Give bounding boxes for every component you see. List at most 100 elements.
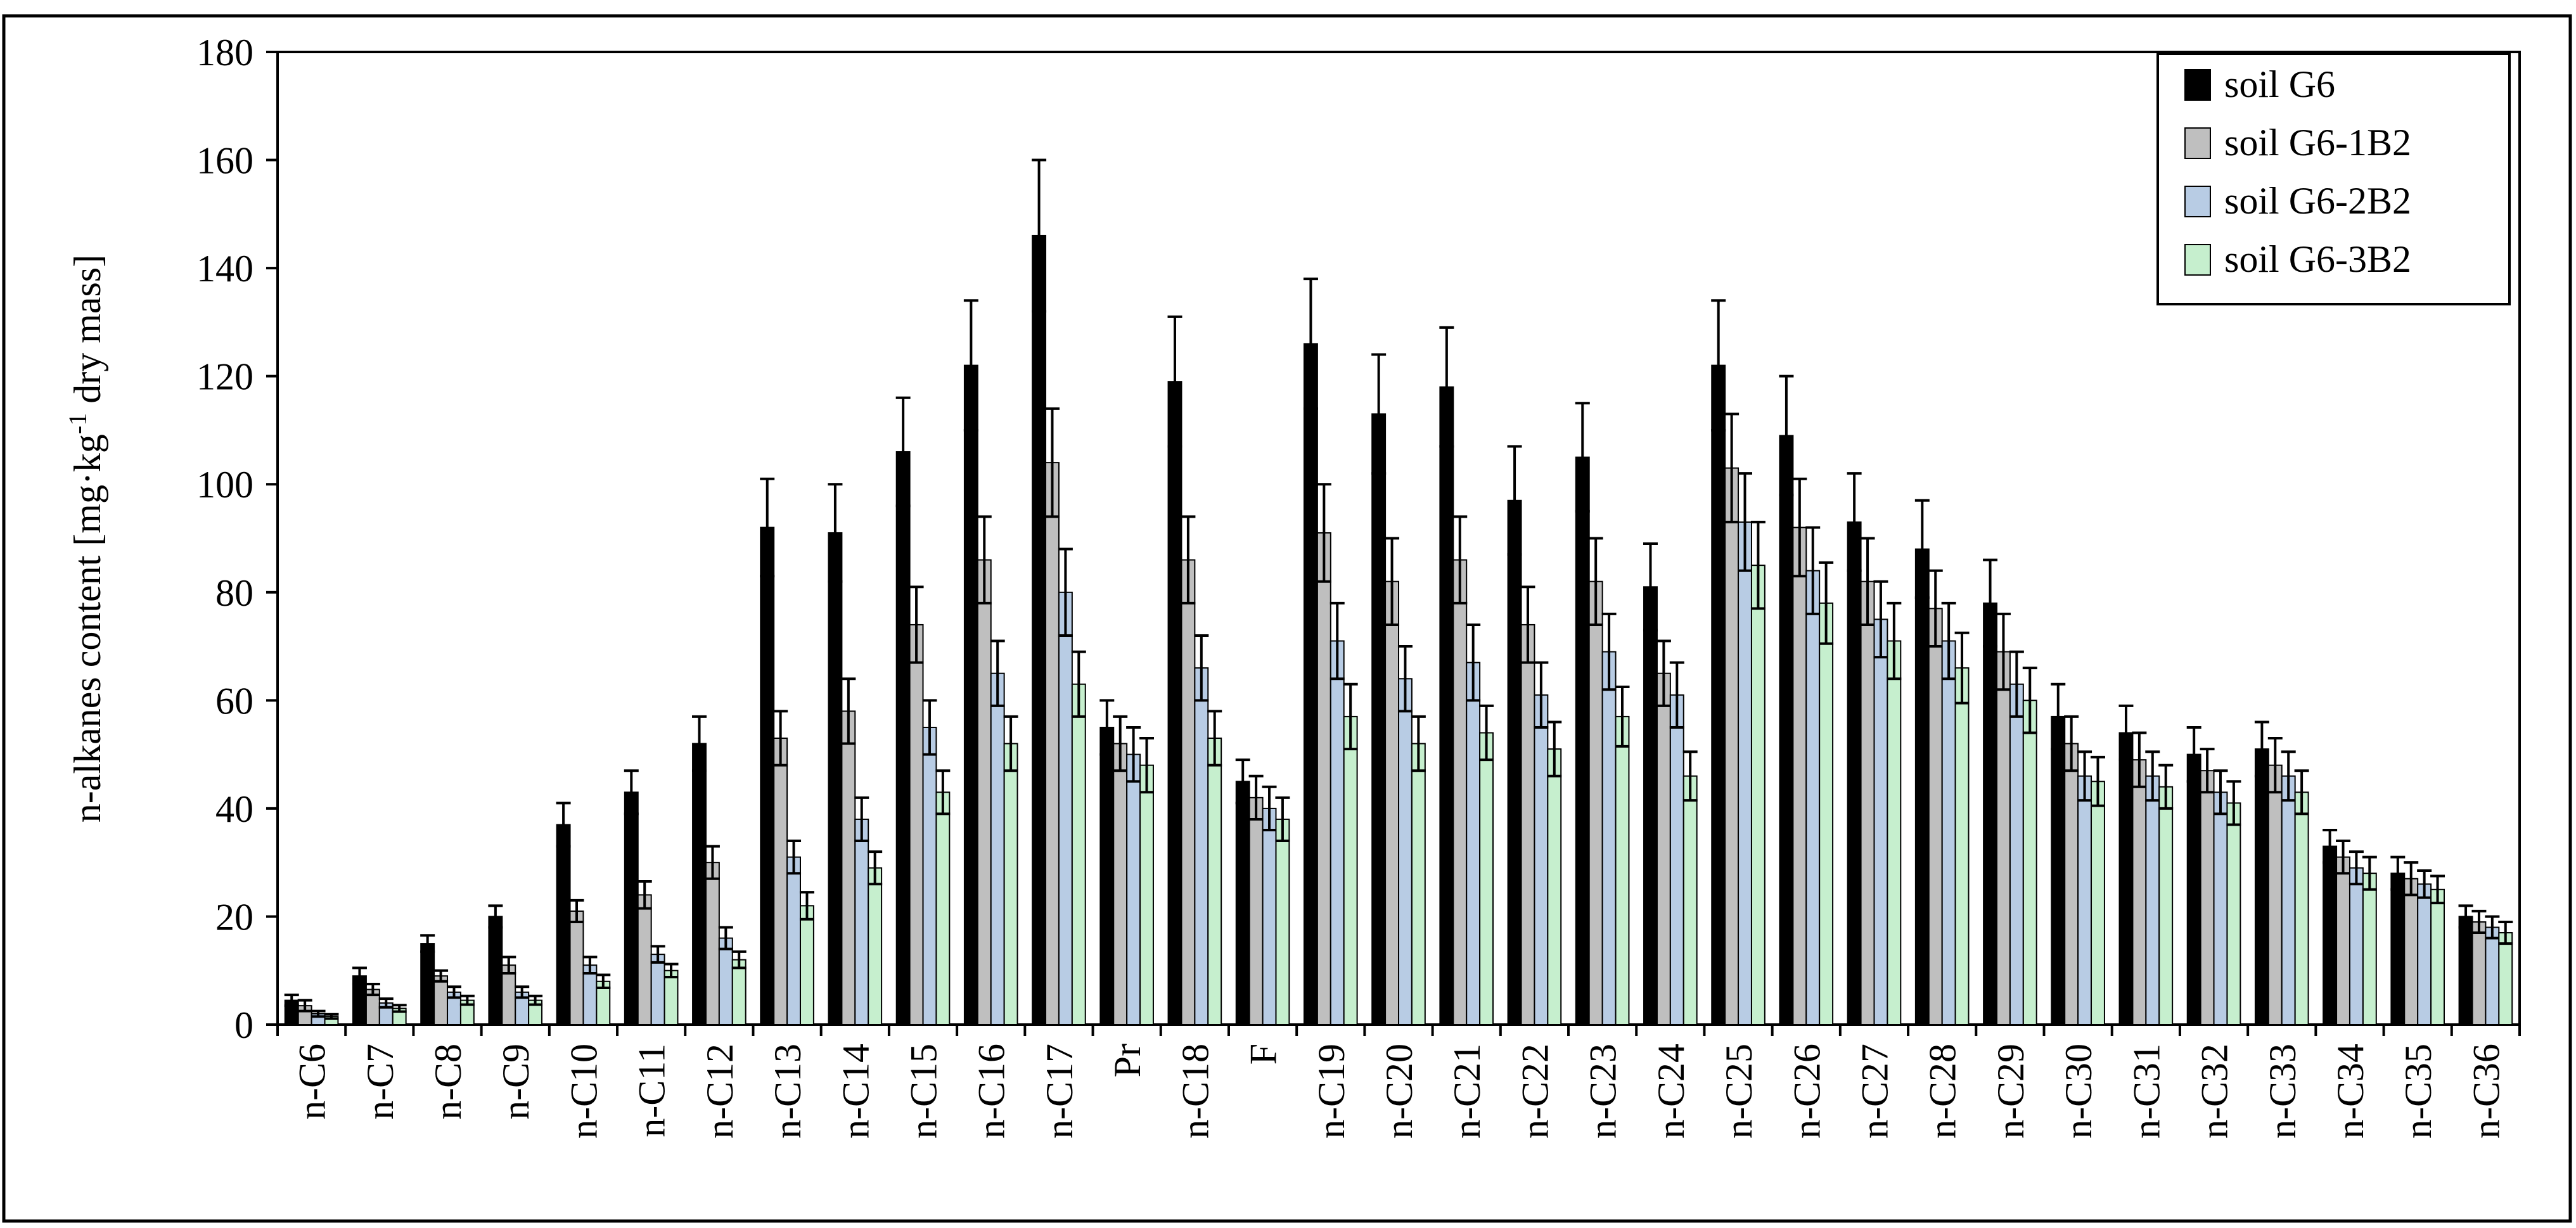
bar: [2145, 775, 2160, 1025]
bar: [935, 791, 951, 1025]
bar: [2254, 748, 2269, 1026]
bar: [2077, 775, 2092, 1025]
bar: [1983, 602, 1998, 1025]
x-tick-label: n-C20: [1378, 1044, 1420, 1139]
y-axis-label-main: n-alkanes content [mg·kg: [67, 434, 108, 822]
x-tick-label: n-C13: [767, 1044, 809, 1139]
x-tick-label: n-C27: [1854, 1044, 1895, 1139]
x-tick-label: Pr: [1106, 1044, 1148, 1077]
x-tick-label: n-C9: [495, 1044, 537, 1120]
bar: [1385, 580, 1400, 1025]
bar: [1941, 640, 1956, 1025]
y-tick-label: 80: [215, 572, 253, 614]
bar: [2200, 770, 2215, 1025]
bar: [2404, 878, 2419, 1025]
bar: [1873, 618, 1888, 1025]
x-tick-label: n-C21: [1446, 1044, 1488, 1139]
bar: [1724, 467, 1740, 1025]
y-tick-label: 160: [196, 140, 253, 182]
legend-swatch-soil-g6: [2184, 69, 2211, 101]
bar: [731, 959, 747, 1025]
bar: [1954, 667, 1970, 1025]
outer-frame: [2, 14, 2572, 1223]
bar: [1520, 624, 1535, 1025]
bar: [1738, 521, 1752, 1025]
bar: [2458, 916, 2473, 1026]
bar: [1330, 640, 1345, 1025]
bar: [1167, 381, 1182, 1025]
bar: [1711, 364, 1726, 1025]
legend-label-soil-g6-2b2: soil G6-2B2: [2224, 180, 2411, 222]
bar: [2390, 873, 2406, 1025]
y-tick-label: 20: [215, 896, 253, 938]
bar: [1275, 818, 1290, 1025]
x-tick-label: n-C30: [2058, 1044, 2099, 1139]
bar: [2022, 700, 2037, 1026]
bar: [705, 862, 720, 1025]
bar: [718, 937, 733, 1025]
bar: [1601, 651, 1617, 1026]
x-tick-label: n-C18: [1174, 1044, 1216, 1139]
bar: [1779, 435, 1794, 1025]
bar: [2362, 873, 2377, 1025]
x-tick-label: n-C7: [359, 1044, 401, 1120]
x-tick-label: n-C10: [563, 1044, 605, 1139]
legend-swatch-soil-g6-1b2: [2184, 127, 2211, 159]
bar: [2323, 845, 2338, 1026]
bar: [828, 532, 843, 1025]
bar: [773, 738, 788, 1026]
bar: [1847, 521, 1862, 1025]
bar: [1003, 743, 1018, 1025]
bar: [2430, 888, 2445, 1025]
bar: [1860, 580, 1875, 1025]
legend-label-soil-g6-3b2: soil G6-3B2: [2224, 238, 2411, 280]
bar: [1643, 586, 1658, 1025]
bar: [2281, 775, 2296, 1025]
bar: [420, 943, 435, 1026]
bar: [2132, 759, 2147, 1026]
bar: [1615, 715, 1630, 1025]
bar: [1792, 527, 1807, 1025]
x-tick-label: n-C28: [1922, 1044, 1964, 1139]
y-axis-label: n-alkanes content [mg·kg-1 dry mass]: [63, 255, 108, 822]
bar: [1928, 608, 1943, 1025]
x-tick-label: n-C24: [1650, 1044, 1692, 1139]
bar: [2349, 867, 2364, 1026]
bar: [977, 559, 992, 1025]
x-tick-label: n-C17: [1039, 1044, 1080, 1139]
bar: [2485, 926, 2500, 1025]
bar: [2064, 743, 2079, 1025]
x-tick-label: n-C19: [1310, 1044, 1352, 1139]
bar: [895, 451, 911, 1025]
bar: [2186, 753, 2201, 1025]
y-tick-label: 40: [215, 788, 253, 830]
y-tick-label: 100: [196, 464, 253, 506]
bar: [2009, 683, 2024, 1025]
bar: [2118, 732, 2134, 1025]
bar: [1045, 462, 1060, 1025]
bar: [2051, 715, 2066, 1025]
bar: [1139, 764, 1154, 1025]
bar: [1750, 565, 1765, 1025]
bar: [692, 743, 707, 1025]
bar: [1452, 559, 1468, 1025]
bar: [1656, 672, 1671, 1025]
bar: [663, 969, 679, 1025]
bar: [1071, 683, 1086, 1025]
bar: [1588, 580, 1603, 1025]
bar: [2417, 883, 2432, 1026]
x-tick-label: n-C25: [1718, 1044, 1760, 1139]
bar: [637, 894, 652, 1026]
bar: [1439, 386, 1454, 1025]
bar: [2226, 802, 2241, 1025]
bar: [1032, 234, 1047, 1025]
bar: [868, 867, 883, 1026]
y-axis: 0 20 40 60 80 100 120 140 160 180: [196, 32, 278, 1046]
bar: [1534, 694, 1549, 1025]
y-tick-label: 140: [196, 248, 253, 290]
bar: [2498, 932, 2513, 1026]
y-axis-label-superscript: -1: [63, 413, 92, 434]
bar: [799, 905, 814, 1026]
bar: [1248, 796, 1264, 1026]
bar: [624, 791, 639, 1025]
